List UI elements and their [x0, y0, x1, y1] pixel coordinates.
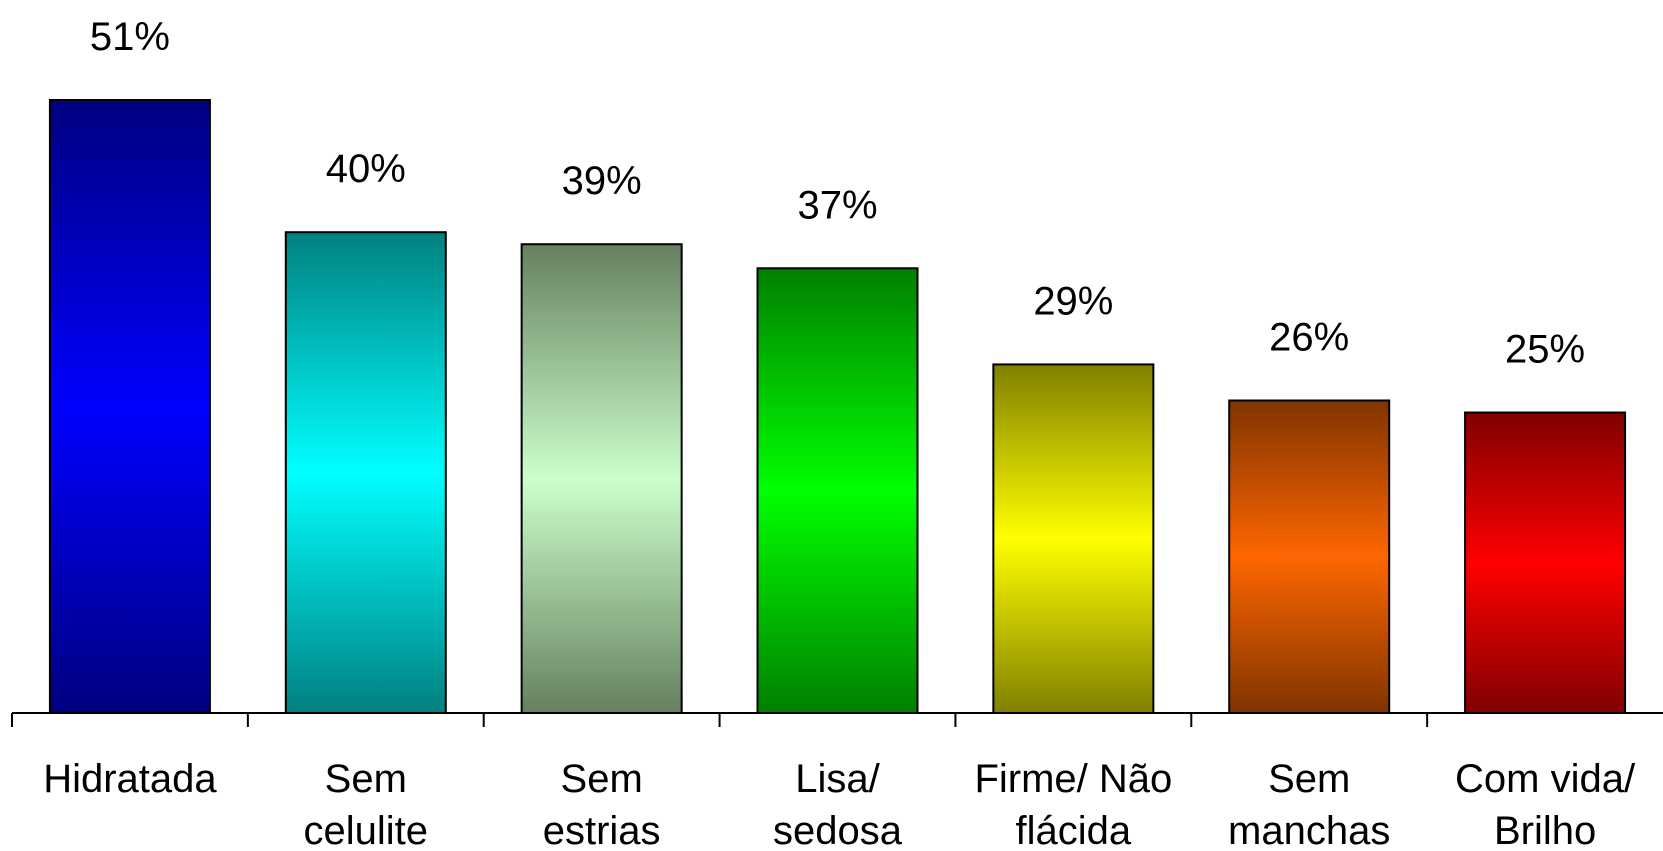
bar-1 [48, 99, 211, 714]
category-label-6: Sem manchas [1228, 757, 1390, 851]
bar-4 [756, 267, 919, 714]
bar-7 [1464, 411, 1627, 714]
value-labels-group: 51% 40% 39% 37% 29% 26% 25% [90, 15, 1585, 372]
bar-6 [1228, 399, 1391, 714]
category-label-3: Sem estrias [543, 757, 661, 851]
bars-group [48, 99, 1627, 714]
data-label-2: 40% [326, 147, 406, 191]
data-label-1: 51% [90, 15, 170, 59]
x-axis [11, 712, 1663, 727]
category-label-1: Hidratada [43, 757, 217, 801]
category-labels-group: Hidratada Sem celulite Sem estrias Lisa/sedos… [43, 757, 1636, 851]
category-label-5: Firme/ Não flácida [974, 757, 1172, 851]
data-label-3: 39% [562, 159, 642, 203]
data-label-7: 25% [1505, 328, 1585, 372]
bar-5 [992, 363, 1155, 714]
category-label-7: Com vida/Brilho [1455, 757, 1636, 851]
bar-2 [284, 231, 447, 714]
category-label-4: Lisa/sedosa [773, 757, 903, 851]
data-label-6: 26% [1269, 315, 1349, 359]
bar-3 [520, 243, 683, 714]
data-label-4: 37% [797, 183, 877, 227]
data-label-5: 29% [1033, 279, 1113, 323]
category-label-2: Sem celulite [304, 757, 429, 851]
